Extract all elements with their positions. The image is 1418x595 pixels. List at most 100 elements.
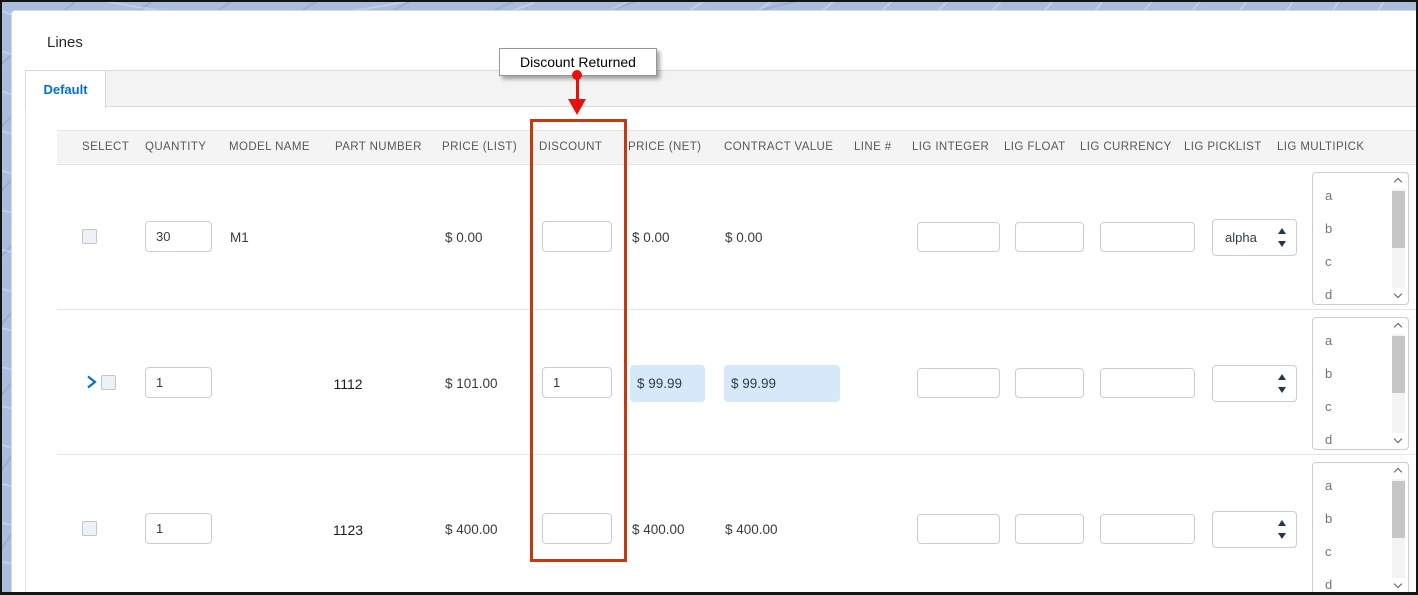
row-divider (57, 454, 1416, 455)
discount-input[interactable] (542, 367, 612, 398)
stepper-down-icon[interactable] (1278, 533, 1286, 539)
scrollbar-thumb[interactable] (1392, 481, 1405, 539)
scrollbar[interactable] (1391, 320, 1406, 447)
lig-float-input[interactable] (1015, 514, 1084, 544)
stepper-up-icon[interactable] (1278, 374, 1286, 380)
row-select-checkbox[interactable] (82, 521, 97, 536)
tab-strip (106, 70, 1416, 107)
lig-currency-input[interactable] (1100, 222, 1195, 252)
lig-picklist[interactable] (1212, 365, 1297, 402)
scrollbar-thumb[interactable] (1392, 336, 1405, 394)
lig-integer-input[interactable] (917, 222, 1000, 252)
multipick-option[interactable]: d (1325, 577, 1333, 592)
tab-default-label: Default (43, 82, 88, 97)
lig-integer-input[interactable] (917, 368, 1000, 398)
price-net-value: $ 0.00 (632, 230, 670, 245)
panel-left-border (25, 107, 26, 592)
contract-value-highlighted: $ 99.99 (724, 365, 840, 402)
callout-arrow-line (576, 79, 579, 100)
col-header-model-name: MODEL NAME (229, 141, 310, 153)
discount-column-highlight-box (530, 119, 627, 562)
multipick-options: a b c d (1313, 179, 1390, 311)
row-select-checkbox[interactable] (82, 229, 97, 244)
lig-picklist[interactable]: alpha (1212, 219, 1297, 256)
col-header-lig-picklist: LIG PICKLIST (1184, 141, 1262, 153)
multipick-option[interactable]: b (1325, 366, 1333, 381)
expand-row-chevron-icon[interactable] (83, 374, 99, 390)
scrollbar-track[interactable] (1392, 334, 1405, 433)
multipick-option[interactable]: d (1325, 432, 1333, 447)
multipick-options: a b c d (1313, 469, 1390, 592)
multipick-option[interactable]: c (1325, 254, 1332, 269)
stepper-up-icon[interactable] (1278, 228, 1286, 234)
multipick-option[interactable]: a (1325, 333, 1333, 348)
multipick-options: a b c d (1313, 324, 1390, 456)
callout-arrow-dot (572, 70, 582, 80)
multipick-option[interactable]: c (1325, 544, 1332, 559)
col-header-lig-integer: LIG INTEGER (912, 141, 990, 153)
scroll-up-icon[interactable] (1391, 175, 1406, 188)
col-header-contract-value: CONTRACT VALUE (724, 141, 834, 153)
scrollbar[interactable] (1391, 465, 1406, 592)
quantity-input[interactable] (145, 513, 212, 544)
scroll-down-icon[interactable] (1391, 434, 1406, 447)
multipick-option[interactable]: a (1325, 188, 1333, 203)
price-list-value: $ 400.00 (445, 522, 498, 537)
tab-default[interactable]: Default (25, 70, 106, 108)
price-list-value: $ 101.00 (445, 376, 498, 391)
lig-float-input[interactable] (1015, 222, 1084, 252)
scrollbar[interactable] (1391, 175, 1406, 302)
multipick-option[interactable]: d (1325, 287, 1333, 302)
stepper-down-icon[interactable] (1278, 241, 1286, 247)
quantity-input[interactable] (145, 221, 212, 252)
price-net-value: $ 400.00 (632, 522, 685, 537)
col-header-price-list: PRICE (LIST) (442, 141, 518, 153)
contract-value: $ 400.00 (725, 522, 778, 537)
part-number-value: 1123 (332, 522, 364, 538)
scroll-down-icon[interactable] (1391, 579, 1406, 592)
row-divider (57, 309, 1416, 310)
col-header-lig-multipick: LIG MULTIPICK (1277, 141, 1365, 153)
lig-integer-input[interactable] (917, 514, 1000, 544)
multipick-option[interactable]: b (1325, 511, 1333, 526)
scroll-up-icon[interactable] (1391, 320, 1406, 333)
col-header-discount: DISCOUNT (539, 141, 603, 153)
price-list-value: $ 0.00 (445, 230, 483, 245)
stepper (1278, 519, 1287, 540)
discount-input[interactable] (542, 221, 612, 252)
col-header-line-number: LINE # (854, 141, 892, 153)
col-header-lig-float: LIG FLOAT (1004, 141, 1066, 153)
col-header-select: SELECT (82, 141, 130, 153)
price-net-value-highlighted: $ 99.99 (630, 365, 705, 402)
stepper (1278, 227, 1287, 248)
discount-returned-callout: Discount Returned (499, 48, 657, 76)
picklist-value: alpha (1225, 230, 1257, 245)
row-select-checkbox[interactable] (101, 375, 116, 390)
scrollbar-track[interactable] (1392, 479, 1405, 578)
multipick-option[interactable]: c (1325, 399, 1332, 414)
scroll-up-icon[interactable] (1391, 465, 1406, 478)
multipick-option[interactable]: b (1325, 221, 1333, 236)
col-header-quantity: QUANTITY (145, 141, 207, 153)
lig-float-input[interactable] (1015, 368, 1084, 398)
scrollbar-track[interactable] (1392, 189, 1405, 288)
lig-multipick-listbox[interactable]: a b c d (1312, 172, 1409, 305)
lig-picklist[interactable] (1212, 511, 1297, 548)
multipick-option[interactable]: a (1325, 478, 1333, 493)
lig-multipick-listbox[interactable]: a b c d (1312, 462, 1409, 592)
quantity-input[interactable] (145, 367, 212, 398)
page-title: Lines (47, 34, 83, 51)
lig-multipick-listbox[interactable]: a b c d (1312, 317, 1409, 450)
table-header: SELECT QUANTITY MODEL NAME PART NUMBER P… (57, 130, 1416, 165)
model-name-value: M1 (230, 230, 249, 245)
stepper-up-icon[interactable] (1278, 520, 1286, 526)
callout-arrowhead-icon (568, 99, 586, 115)
lig-currency-input[interactable] (1100, 368, 1195, 398)
scrollbar-thumb[interactable] (1392, 191, 1405, 249)
lig-currency-input[interactable] (1100, 514, 1195, 544)
stepper-down-icon[interactable] (1278, 387, 1286, 393)
contract-value: $ 0.00 (725, 230, 763, 245)
discount-input[interactable] (542, 513, 612, 544)
scroll-down-icon[interactable] (1391, 289, 1406, 302)
